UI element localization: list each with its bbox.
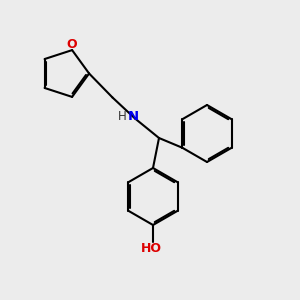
Text: HO: HO — [141, 242, 162, 255]
Text: H: H — [118, 110, 127, 124]
Text: O: O — [67, 38, 77, 51]
Text: N: N — [128, 110, 139, 124]
